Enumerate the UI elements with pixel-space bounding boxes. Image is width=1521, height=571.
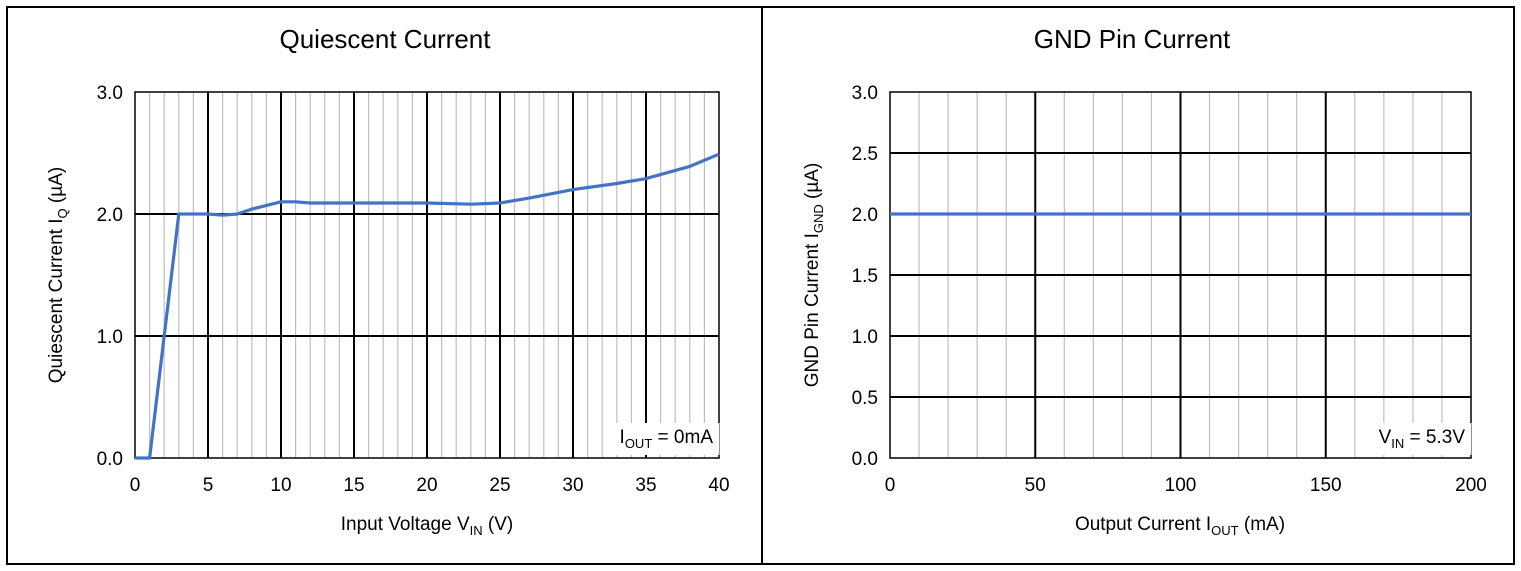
y-tick-label: 2.0	[97, 205, 123, 226]
y-axis-label: Quiescent Current IQ (µA)	[46, 167, 70, 383]
x-tick-label: 20	[416, 475, 437, 496]
y-tick-label: 0.0	[97, 449, 123, 470]
quiescent-current-series-line	[135, 152, 720, 460]
x-tick-label: 0	[130, 475, 141, 496]
y-tick-label: 2.0	[852, 205, 878, 226]
x-tick-label: 30	[562, 475, 583, 496]
x-tick-label: 10	[270, 475, 291, 496]
x-axis-label: Output Current IOUT (mA)	[1075, 514, 1285, 538]
x-tick-label: 15	[343, 475, 364, 496]
x-tick-label: 25	[489, 475, 510, 496]
chart-title: GND Pin Current	[1034, 24, 1231, 54]
gnd-pin-current-chart: 0 50 100 150 200 0.0 0.5 1.0 1.5 2.0 2.5 3.0 GND P…	[802, 24, 1487, 538]
y-tick-label: 3.0	[852, 83, 878, 104]
x-tick-label: 150	[1310, 475, 1342, 496]
annotation-background	[613, 423, 720, 455]
y-tick-label: 0.5	[852, 388, 878, 409]
x-tick-label: 5	[203, 475, 214, 496]
y-tick-label: 2.5	[852, 144, 878, 165]
y-tick-label: 0.0	[852, 449, 878, 470]
y-tick-label: 1.5	[852, 266, 878, 287]
plot-area-border	[134, 91, 720, 459]
y-axis-label: GND Pin Current IGND (µA)	[802, 163, 826, 388]
plot-area-border	[889, 91, 1472, 459]
y-tick-label: 1.0	[852, 327, 878, 348]
x-tick-label: 40	[708, 475, 729, 496]
chart-title: Quiescent Current	[280, 24, 492, 54]
x-tick-label: 0	[885, 475, 896, 496]
x-tick-label: 35	[635, 475, 656, 496]
y-tick-label: 3.0	[97, 83, 123, 104]
x-tick-label: 200	[1455, 475, 1487, 496]
quiescent-current-chart: 0 5 10 15 20 25 30 35 40 0.0 1.0 2.0 3.0 Quiescent …	[46, 24, 730, 538]
x-tick-label: 50	[1025, 475, 1046, 496]
annotation-background	[1372, 423, 1472, 455]
x-tick-label: 100	[1165, 475, 1197, 496]
condition-annotation: IOUT = 0mA	[620, 427, 714, 451]
condition-annotation: VIN = 5.3V	[1379, 427, 1466, 451]
y-tick-label: 1.0	[97, 327, 123, 348]
x-axis-label: Input Voltage VIN (V)	[341, 514, 514, 538]
figure-frame	[6, 6, 1515, 565]
